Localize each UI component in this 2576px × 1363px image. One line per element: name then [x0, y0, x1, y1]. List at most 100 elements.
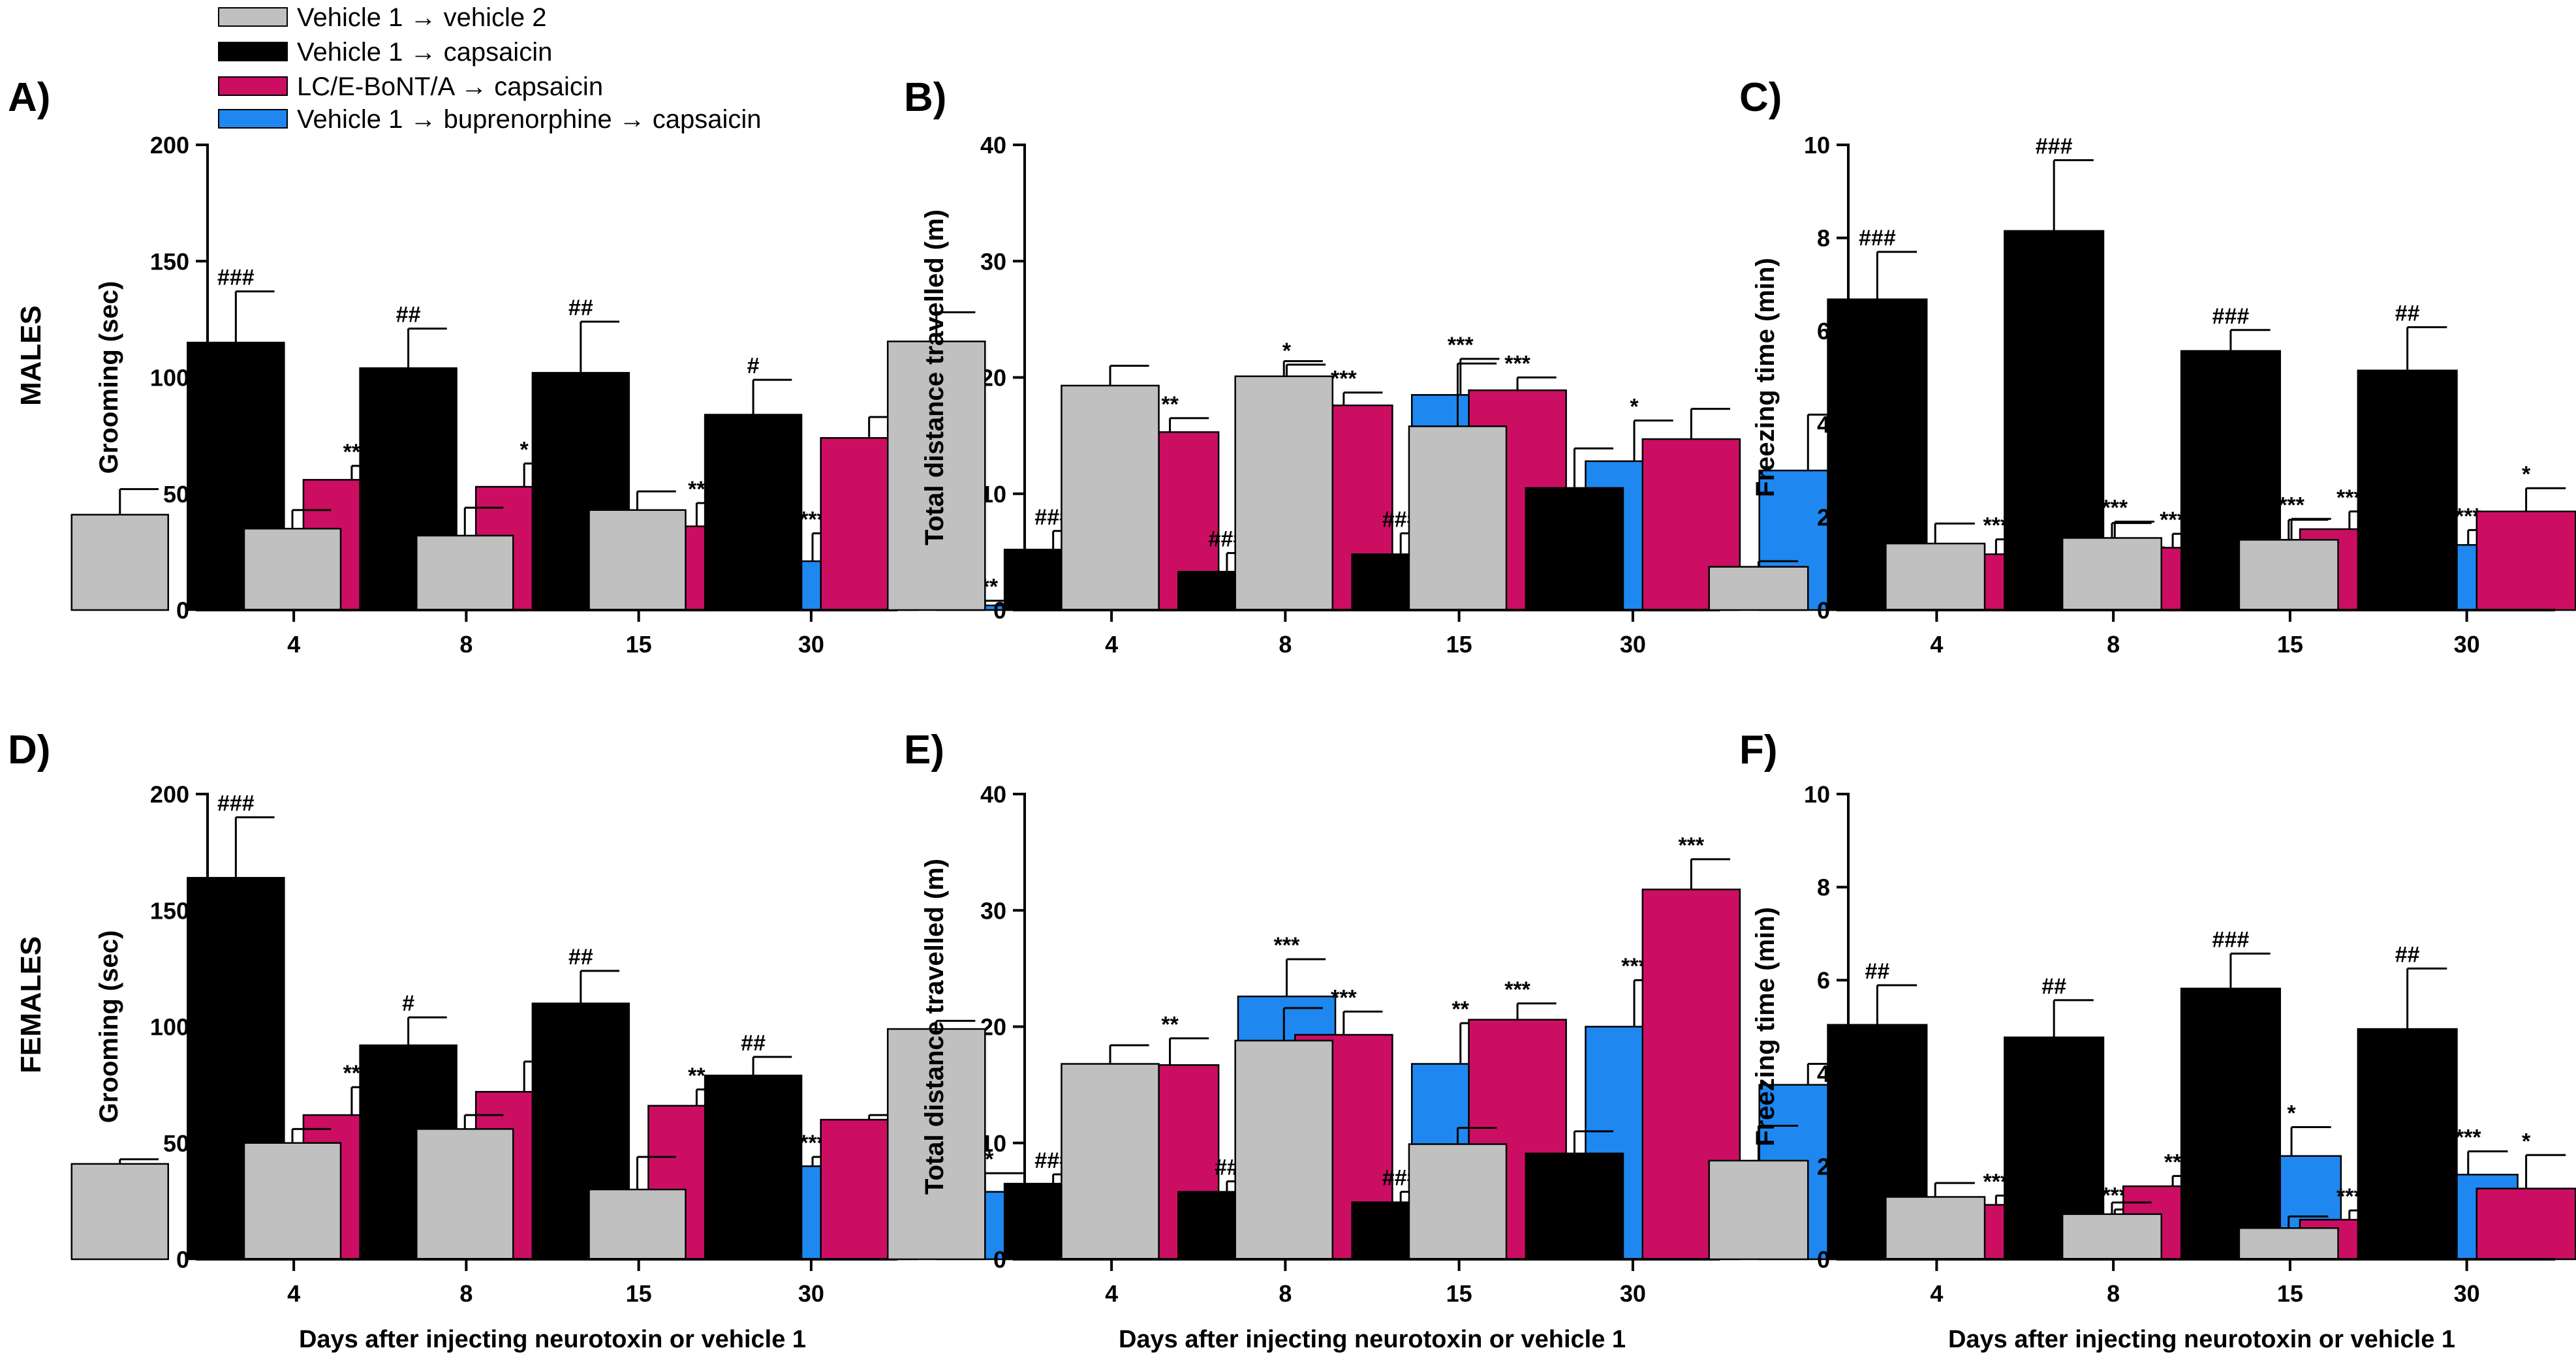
legend-swatch	[218, 76, 288, 96]
significance-label: *	[1282, 339, 1292, 363]
bar	[2357, 1028, 2458, 1261]
x-tick-label: 30	[1620, 1280, 1646, 1307]
bar	[70, 513, 170, 611]
legend-label: LC/E-BoNT/A → capsaicin	[297, 72, 603, 101]
panel-a: A)0501001502004###*****8##****15##*****3…	[8, 75, 1034, 658]
significance-label: ***	[2455, 1126, 2481, 1150]
bar	[1708, 1159, 1809, 1261]
y-tick-label: 0	[176, 1246, 189, 1273]
y-tick-label: 10	[1804, 781, 1830, 808]
legend-label: Vehicle 1 → vehicle 2	[297, 3, 546, 32]
y-tick-label: 6	[1817, 967, 1830, 994]
y-tick-label: 0	[176, 597, 189, 624]
significance-label: ***	[1448, 333, 1474, 358]
significance-label: **	[1452, 997, 1470, 1022]
bar	[1061, 384, 1160, 611]
x-tick-label: 30	[798, 1280, 824, 1307]
significance-label: *	[1630, 394, 1639, 419]
y-tick-label: 50	[163, 481, 189, 508]
x-tick-label: 4	[1105, 1280, 1118, 1307]
y-tick-label: 200	[150, 781, 189, 808]
bar	[1885, 542, 1986, 611]
y-tick-label: 2	[1817, 504, 1830, 530]
y-axis-label: Total distance travelled (m)	[920, 209, 949, 545]
x-tick-label: 30	[798, 631, 824, 658]
y-tick-label: 150	[150, 897, 189, 924]
bar	[704, 414, 803, 611]
x-tick-label: 30	[2454, 631, 2480, 658]
y-tick-label: 200	[150, 132, 189, 159]
y-tick-label: 100	[150, 1014, 189, 1041]
significance-label: ##	[741, 1031, 766, 1056]
significance-label: ***	[1504, 977, 1530, 1002]
y-axis-label: Grooming (sec)	[95, 281, 123, 474]
x-tick-label: 15	[1446, 1280, 1472, 1307]
x-tick-label: 8	[459, 631, 473, 658]
y-tick-label: 0	[993, 1246, 1006, 1273]
x-tick-label: 30	[1620, 631, 1646, 658]
bar	[2180, 987, 2281, 1261]
significance-label: ##	[568, 945, 593, 970]
legend-item: Vehicle 1 → vehicle 2	[218, 3, 546, 32]
legend-label: Vehicle 1 → buprenorphine → capsaicin	[297, 105, 762, 134]
panel-letter: E)	[904, 727, 944, 773]
y-axis-label: Total distance travelled (m)	[920, 859, 949, 1195]
x-tick-label: 15	[626, 1280, 652, 1307]
y-tick-label: 10	[1804, 132, 1830, 159]
significance-label: ***	[1331, 367, 1357, 391]
x-axis-label: Days after injecting neurotoxin or vehic…	[1948, 1326, 2455, 1353]
significance-label: ###	[2212, 304, 2250, 329]
panel-letter: F)	[1739, 727, 1778, 773]
bar	[886, 1028, 986, 1261]
y-tick-label: 40	[980, 132, 1006, 159]
bar	[588, 1188, 687, 1261]
legend-swatch	[218, 109, 288, 129]
panel-d: D)0501001502004###*****8#***15##*****30#…	[8, 727, 1034, 1353]
significance-label: #	[402, 991, 414, 1016]
bar	[588, 509, 687, 611]
legend-swatch	[218, 42, 288, 61]
x-tick-label: 4	[1930, 631, 1943, 658]
x-tick-label: 4	[287, 631, 300, 658]
panel-letter: C)	[1739, 75, 1782, 120]
significance-label: ##	[2395, 301, 2420, 326]
significance-label: ***	[2278, 493, 2304, 517]
significance-label: **	[688, 1064, 706, 1088]
bar	[2238, 539, 2339, 611]
x-tick-label: 8	[459, 1280, 473, 1307]
y-tick-label: 6	[1817, 318, 1830, 345]
x-tick-label: 4	[1930, 1280, 1943, 1307]
bar	[416, 1128, 514, 1261]
y-axis-label: Freezing time (min)	[1751, 907, 1780, 1146]
row-label-males: MALES	[15, 305, 47, 406]
bar	[1234, 375, 1334, 611]
bar	[2357, 369, 2458, 611]
legend-item: Vehicle 1 → capsaicin	[218, 38, 552, 67]
panel-c: C)02468104###******8###******15###******…	[1708, 75, 2576, 658]
bar	[704, 1075, 803, 1261]
significance-label: *	[2287, 1101, 2296, 1126]
x-tick-label: 8	[1279, 1280, 1292, 1307]
panel-f: F)02468104##******8##***15###******30##*…	[1708, 727, 2576, 1353]
significance-label: **	[2164, 1150, 2182, 1174]
x-tick-label: 15	[1446, 631, 1472, 658]
x-tick-label: 4	[1105, 631, 1118, 658]
y-tick-label: 30	[980, 897, 1006, 924]
significance-label: *	[2522, 462, 2531, 487]
bar	[1525, 1152, 1624, 1261]
significance-label: ***	[2102, 496, 2128, 521]
panel-b: B)0102030404###***8###******15###****30T…	[886, 75, 1858, 658]
y-tick-label: 4	[1817, 1060, 1830, 1087]
significance-label: ###	[217, 266, 255, 290]
significance-label: **	[688, 477, 706, 502]
bar	[1708, 566, 1809, 611]
significance-label: *	[2522, 1129, 2531, 1154]
significance-label: ##	[568, 296, 593, 320]
bar	[416, 534, 514, 611]
y-axis-label: Grooming (sec)	[95, 930, 123, 1124]
significance-label: ***	[1678, 833, 1704, 858]
bar	[1234, 1039, 1334, 1261]
bar	[1408, 1143, 1508, 1261]
significance-label: ##	[396, 303, 421, 328]
